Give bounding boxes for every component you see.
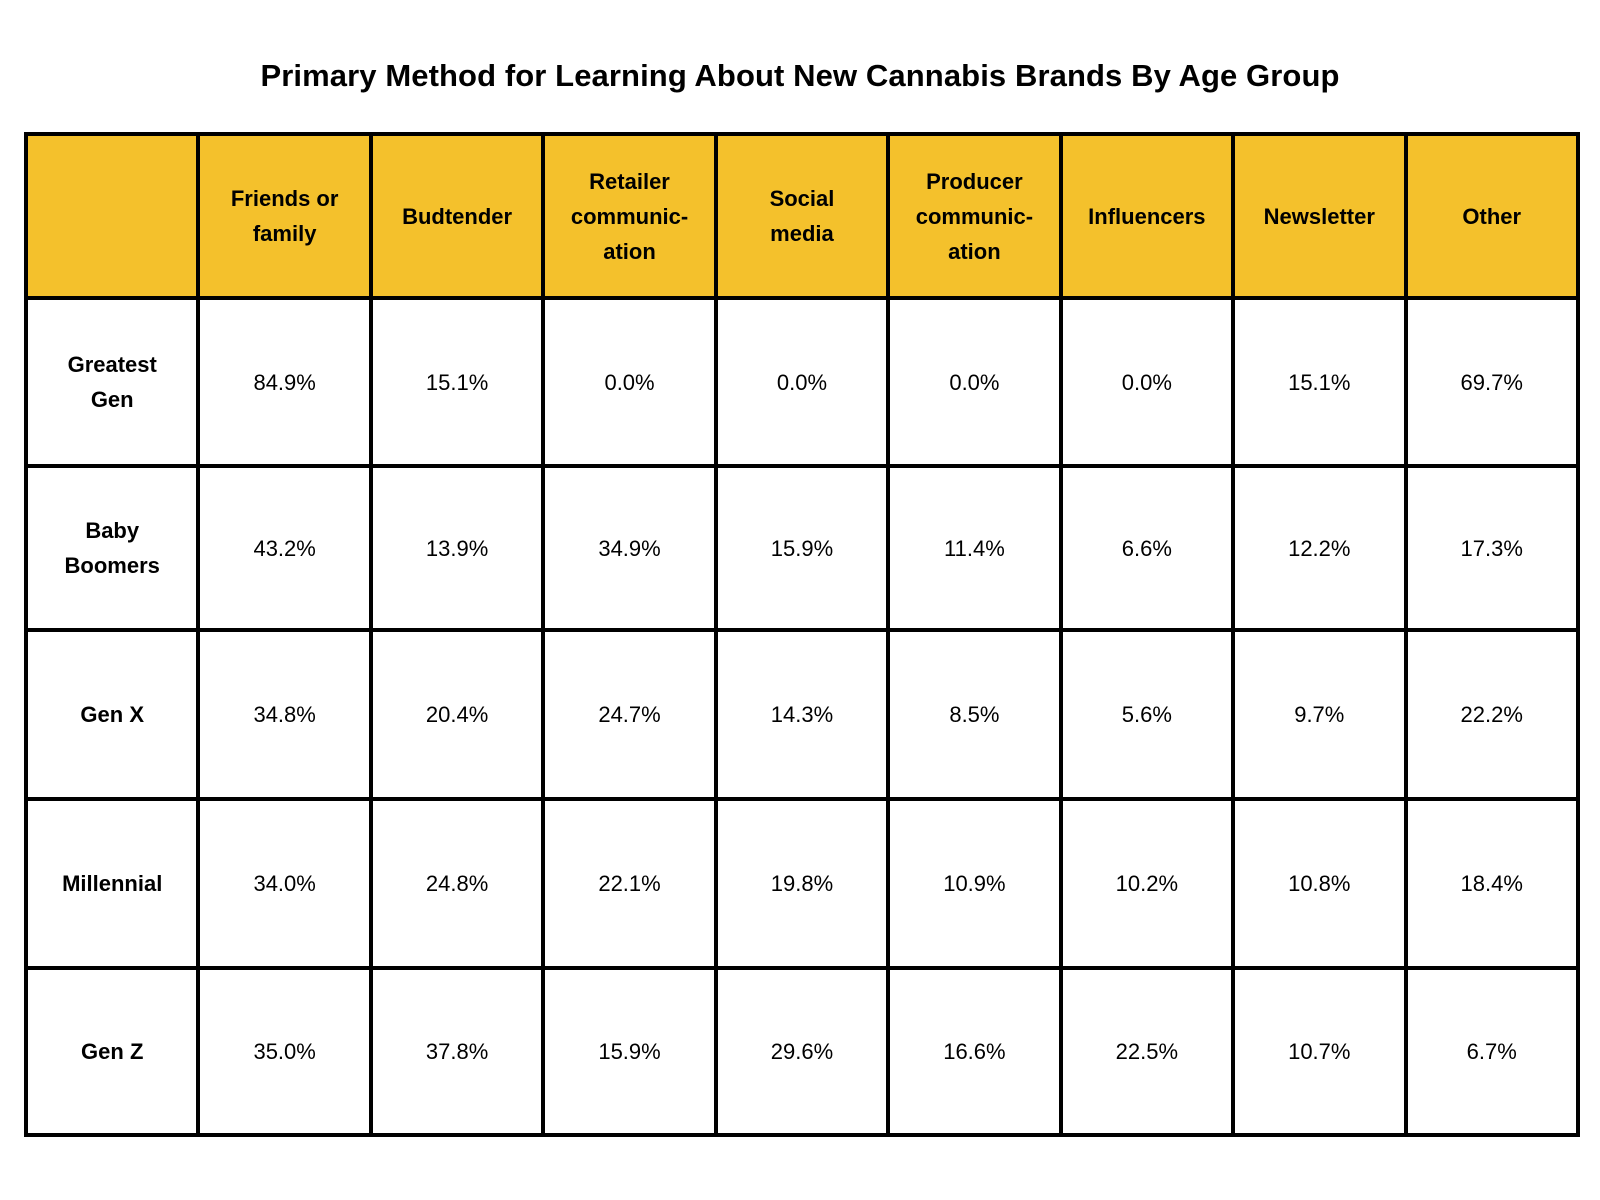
table-cell: 11.4% <box>886 464 1063 632</box>
table-cell: 6.6% <box>1058 464 1236 632</box>
table-cell: 10.9% <box>886 797 1063 970</box>
table-cell: 5.6% <box>1058 628 1236 801</box>
table-cell: 15.9% <box>541 966 718 1137</box>
header-cell-corner <box>23 132 201 300</box>
header-row: Friends or family Budtender Retailer com… <box>23 132 1580 300</box>
table-cell: 10.8% <box>1231 797 1408 970</box>
row-label: Gen X <box>23 628 201 801</box>
table-cell: 0.0% <box>886 296 1063 468</box>
table-cell: 17.3% <box>1403 464 1580 632</box>
header-label: Retailer communic- ation <box>570 168 689 264</box>
table-cell: 15.9% <box>713 464 891 632</box>
table-cell: 19.8% <box>713 797 891 970</box>
header-cell-other: Other <box>1403 132 1580 300</box>
table-cell: 35.0% <box>196 966 373 1137</box>
table-cell: 22.2% <box>1403 628 1580 801</box>
table-cell: 43.2% <box>196 464 373 632</box>
table-cell: 6.7% <box>1403 966 1580 1137</box>
row-label: Greatest Gen <box>23 296 201 468</box>
table-cell: 84.9% <box>196 296 373 468</box>
header-label: Other <box>1462 203 1522 229</box>
table-cell: 12.2% <box>1231 464 1408 632</box>
table-row-millennial: Millennial 34.0% 24.8% 22.1% 19.8% 10.9%… <box>23 797 1580 970</box>
row-label: Baby Boomers <box>23 464 201 632</box>
header-label: Newsletter <box>1263 203 1375 229</box>
header-cell-producer-communication: Producer communic- ation <box>886 132 1063 300</box>
header-cell-newsletter: Newsletter <box>1231 132 1408 300</box>
table-cell: 24.7% <box>541 628 718 801</box>
table-cell: 20.4% <box>368 628 546 801</box>
header-label: Producer communic- ation <box>915 168 1034 264</box>
table-cell: 16.6% <box>886 966 1063 1137</box>
row-label: Millennial <box>23 797 201 970</box>
row-label: Gen Z <box>23 966 201 1137</box>
header-cell-retailer-communication: Retailer communic- ation <box>541 132 718 300</box>
table-cell: 9.7% <box>1231 628 1408 801</box>
table-cell: 29.6% <box>713 966 891 1137</box>
data-table: Friends or family Budtender Retailer com… <box>23 132 1580 1137</box>
table-cell: 13.9% <box>368 464 546 632</box>
table-cell: 34.0% <box>196 797 373 970</box>
table-cell: 34.9% <box>541 464 718 632</box>
header-cell-budtender: Budtender <box>368 132 546 300</box>
header-label: Social media <box>769 186 835 246</box>
table-cell: 0.0% <box>1058 296 1236 468</box>
header-label: Budtender <box>402 203 513 229</box>
table-cell: 8.5% <box>886 628 1063 801</box>
table-cell: 69.7% <box>1403 296 1580 468</box>
table-cell: 0.0% <box>541 296 718 468</box>
header-cell-social-media: Social media <box>713 132 891 300</box>
header-cell-friends-or-family: Friends or family <box>196 132 373 300</box>
header-cell-influencers: Influencers <box>1058 132 1236 300</box>
table-cell: 34.8% <box>196 628 373 801</box>
table-cell: 10.7% <box>1231 966 1408 1137</box>
table-row-greatest-gen: Greatest Gen 84.9% 15.1% 0.0% 0.0% 0.0% … <box>23 296 1580 468</box>
chart-title: Primary Method for Learning About New Ca… <box>260 58 1340 93</box>
table-cell: 37.8% <box>368 966 546 1137</box>
header-label: Friends or family <box>230 186 339 246</box>
table-cell: 24.8% <box>368 797 546 970</box>
table-row-gen-x: Gen X 34.8% 20.4% 24.7% 14.3% 8.5% 5.6% … <box>23 628 1580 801</box>
table-cell: 22.1% <box>541 797 718 970</box>
table-row-gen-z: Gen Z 35.0% 37.8% 15.9% 29.6% 16.6% 22.5… <box>23 966 1580 1137</box>
table-row-baby-boomers: Baby Boomers 43.2% 13.9% 34.9% 15.9% 11.… <box>23 464 1580 632</box>
table-cell: 22.5% <box>1058 966 1236 1137</box>
table-cell: 14.3% <box>713 628 891 801</box>
table-cell: 15.1% <box>1231 296 1408 468</box>
table-cell: 18.4% <box>1403 797 1580 970</box>
header-label: Influencers <box>1088 203 1206 229</box>
table-cell: 15.1% <box>368 296 546 468</box>
table-cell: 0.0% <box>713 296 891 468</box>
table-cell: 10.2% <box>1058 797 1236 970</box>
